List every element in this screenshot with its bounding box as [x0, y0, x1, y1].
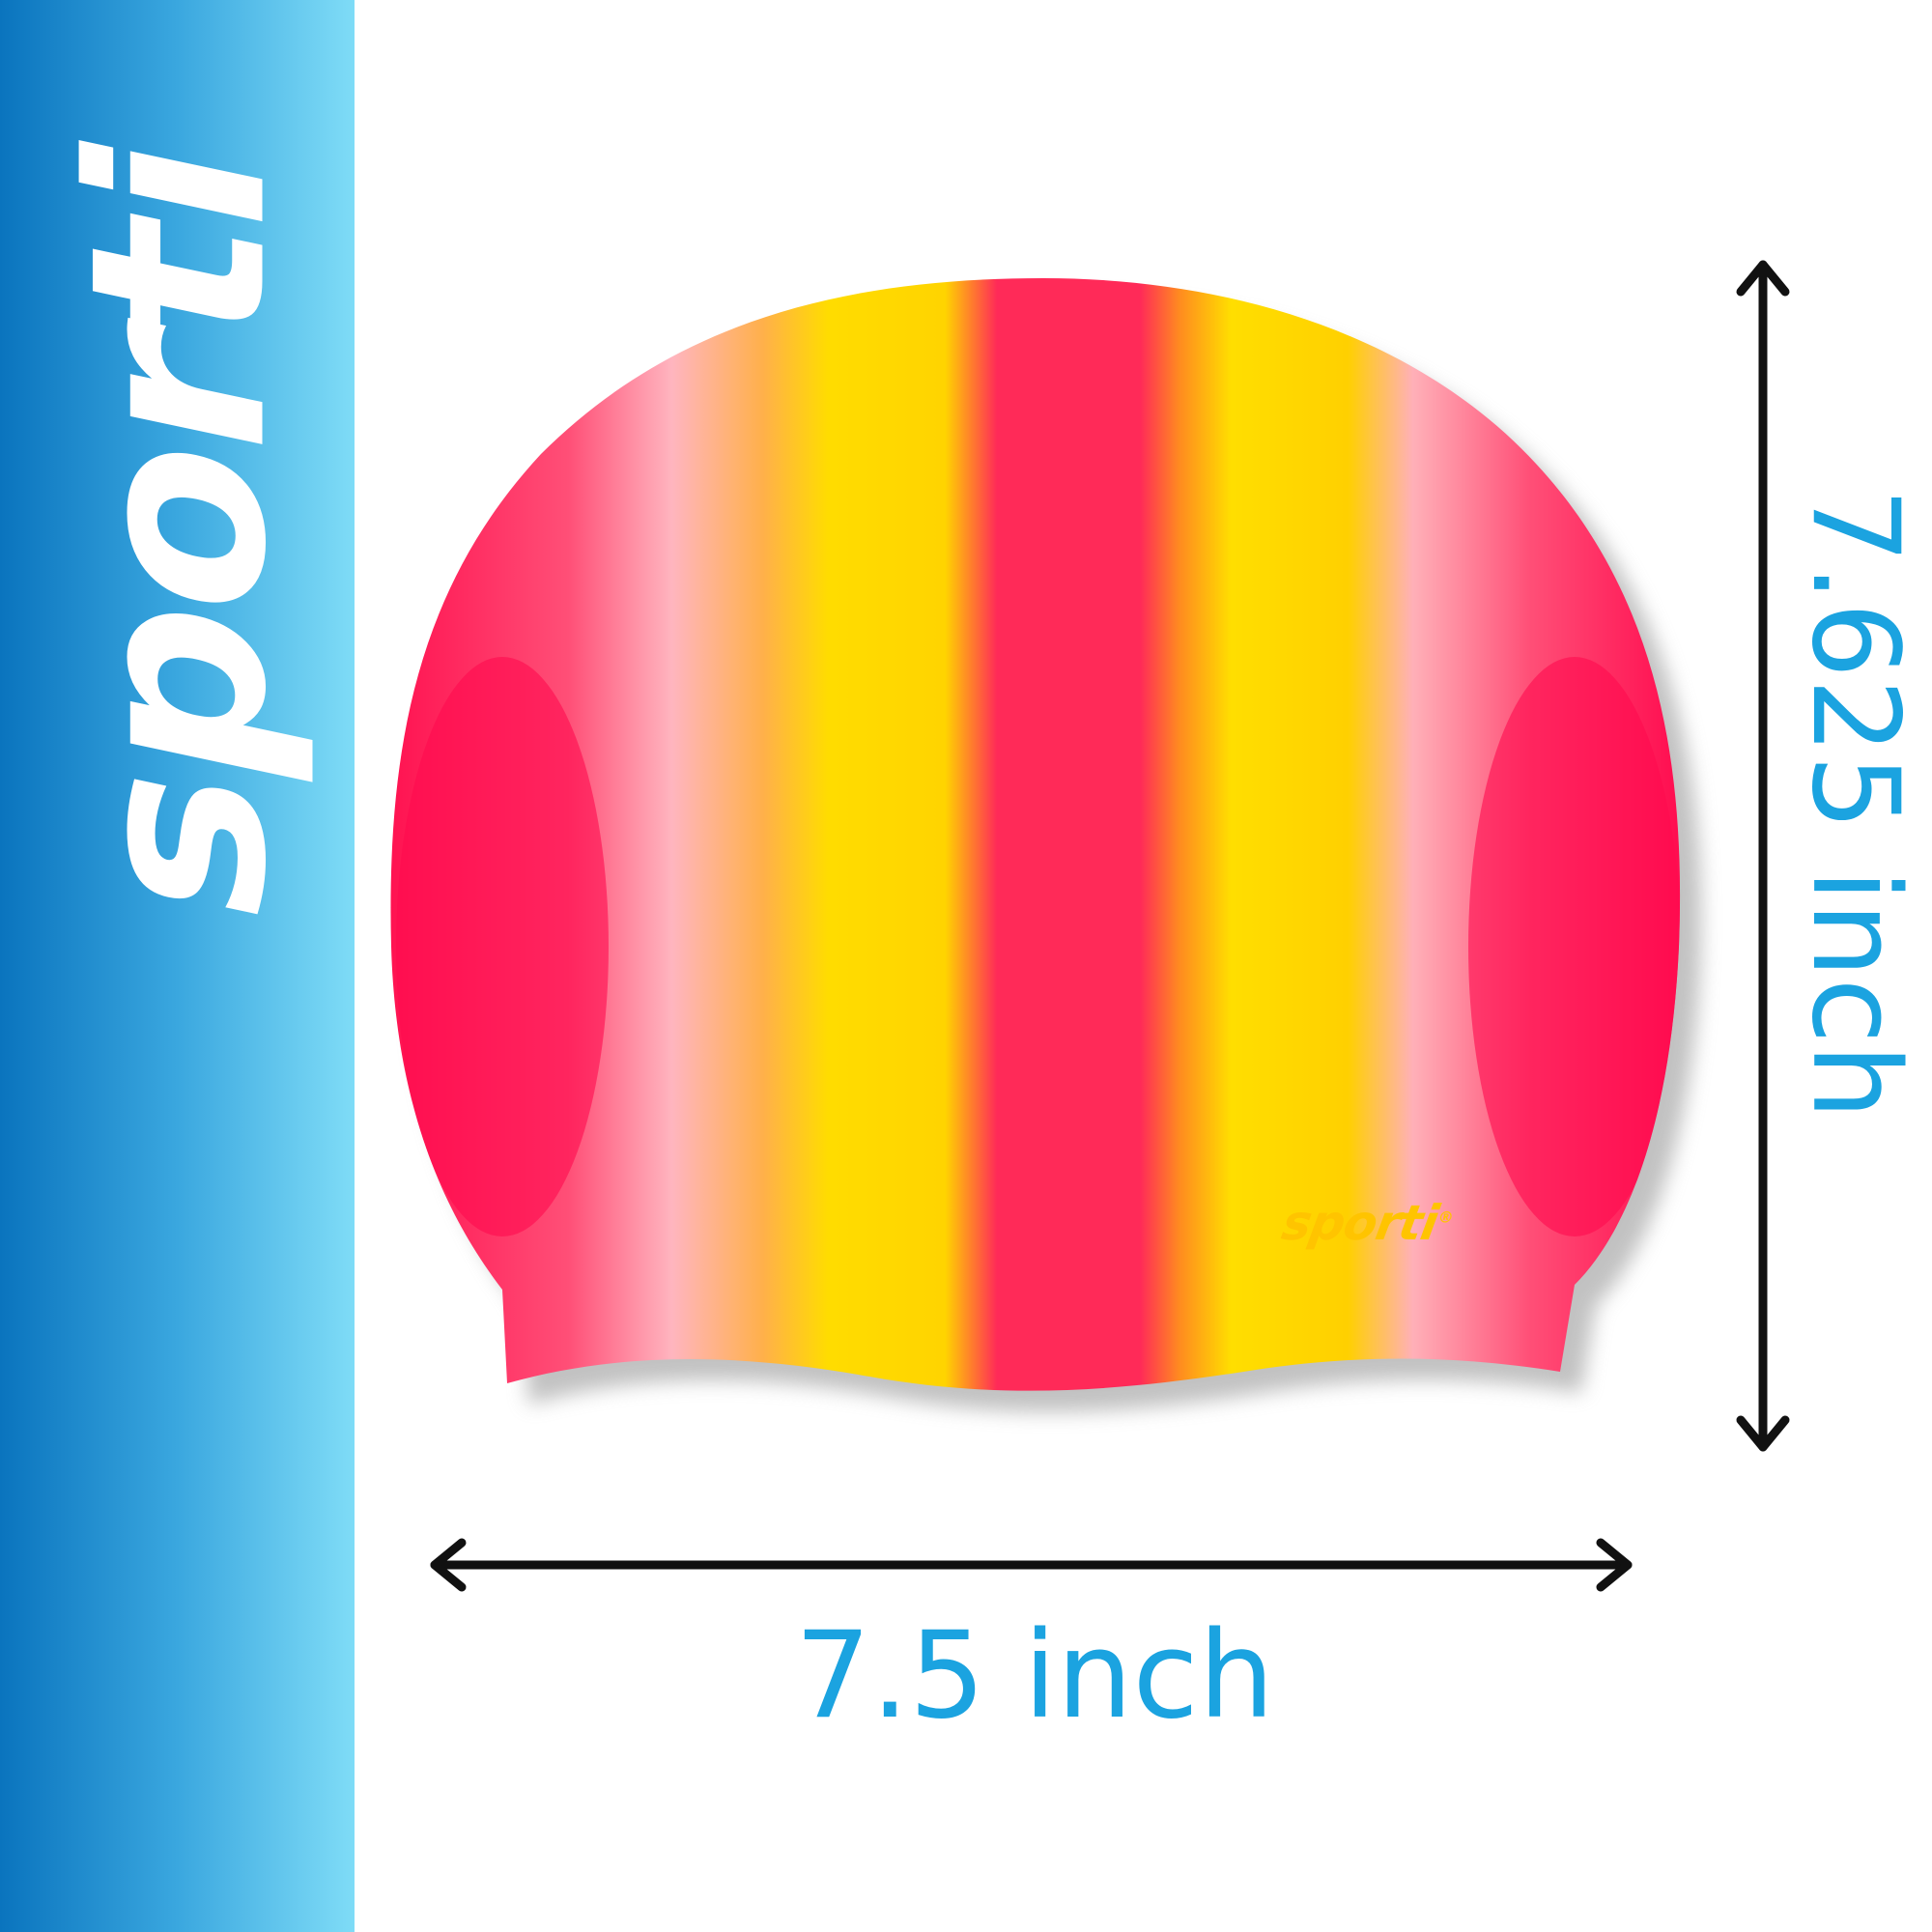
- brand-sidebar: sporti: [0, 0, 355, 1932]
- height-arrow: [1736, 260, 1790, 1452]
- height-label: 7.625 inch: [1785, 487, 1924, 1121]
- cap-sporti-logo: sporti®: [1277, 1195, 1455, 1251]
- width-label: 7.5 inch: [794, 1606, 1275, 1746]
- cap-body: [390, 278, 1681, 1391]
- width-arrow: [430, 1538, 1633, 1592]
